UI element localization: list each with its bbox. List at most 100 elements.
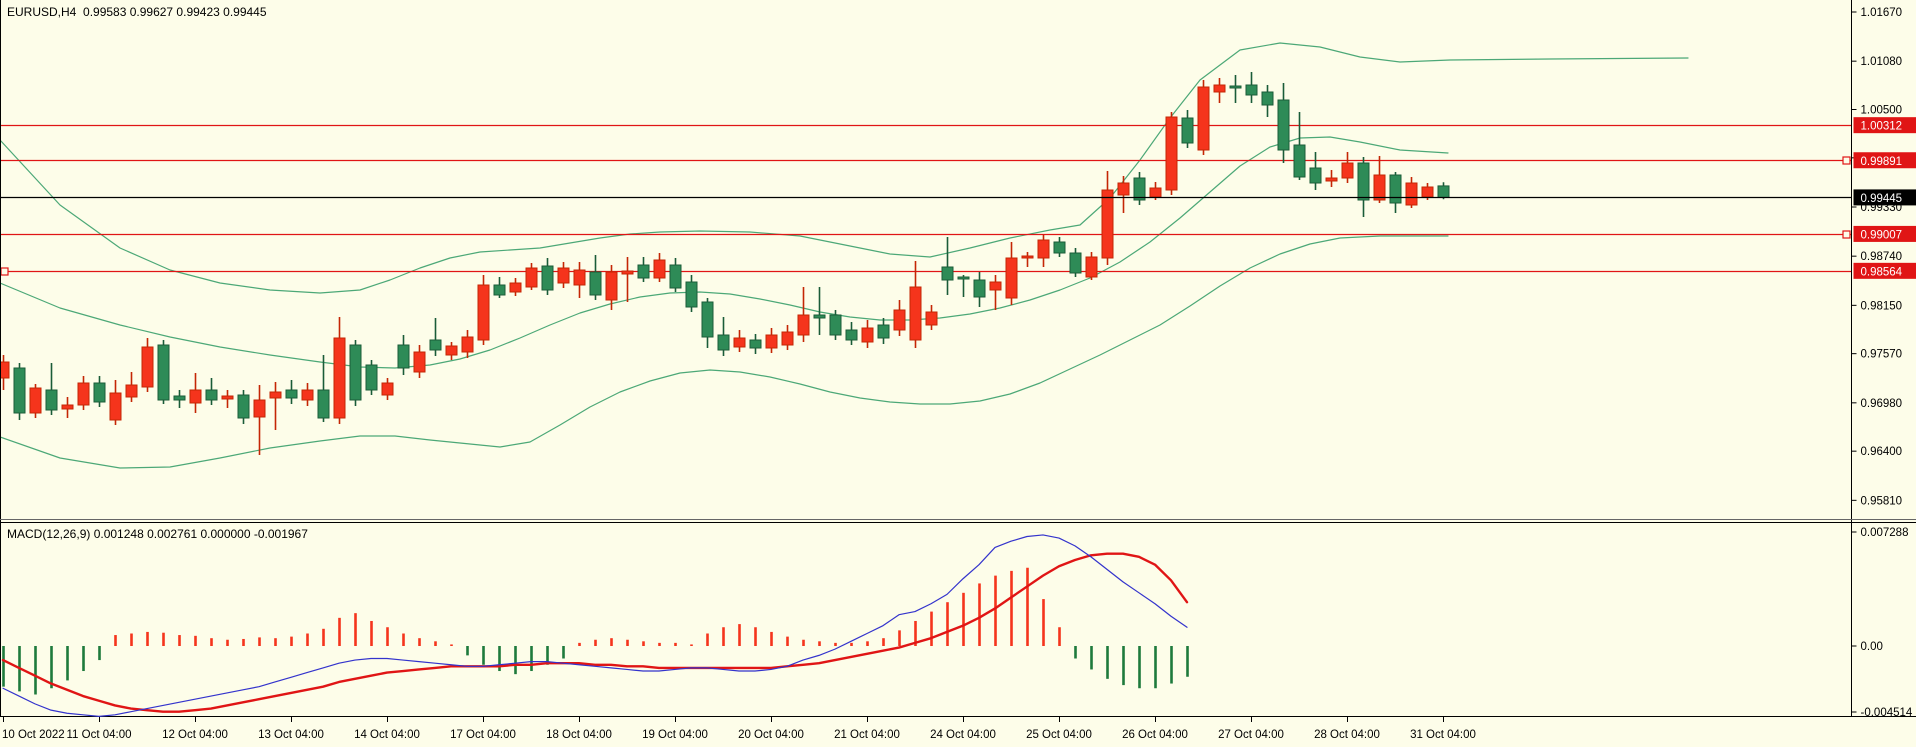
candle-body [1037, 239, 1050, 259]
candle [973, 272, 986, 307]
candle [797, 287, 810, 342]
price-badge-bg [1853, 262, 1916, 279]
candle-body [461, 336, 474, 353]
candle [1229, 75, 1242, 103]
candle [1181, 110, 1194, 148]
candle [525, 263, 538, 290]
level-line-0.99891[interactable] [0, 156, 1851, 165]
candle [605, 265, 618, 310]
candles-layer [0, 72, 1450, 455]
macd-signal-line [1, 552, 1189, 713]
price-tick-label: 1.00500 [1861, 105, 1903, 117]
candle-body [653, 259, 666, 279]
candle [909, 261, 922, 348]
candle-body [349, 344, 362, 401]
candle-body [1229, 85, 1242, 89]
candle-body [1309, 167, 1322, 184]
candle-body [1005, 257, 1018, 299]
level-line-0.99007[interactable] [0, 230, 1851, 239]
candle [1085, 252, 1098, 280]
time-tick-label: 27 Oct 04:00 [1218, 729, 1284, 741]
candle-body [1181, 117, 1194, 144]
candle-body [61, 404, 74, 410]
candle [237, 390, 250, 424]
candle [733, 330, 746, 352]
candle-body [29, 387, 42, 414]
candle [285, 380, 298, 404]
candle [653, 253, 666, 282]
candle-body [77, 382, 90, 406]
candle-body [941, 266, 954, 281]
candle-body [317, 389, 330, 419]
candle-body [605, 271, 618, 301]
candle [893, 300, 906, 336]
candle [781, 325, 794, 350]
candle [621, 257, 634, 302]
candle [173, 390, 186, 408]
candle-body [1197, 86, 1210, 151]
candle-body [973, 279, 986, 298]
candle [701, 298, 714, 348]
candle-body [253, 399, 266, 418]
time-tick-label: 21 Oct 04:00 [834, 729, 900, 741]
candle [1389, 172, 1402, 213]
candle [749, 334, 762, 354]
candle-body [93, 382, 106, 403]
candle [813, 287, 826, 335]
candle-body [365, 364, 378, 391]
candle-body [109, 392, 122, 421]
candle-body [141, 346, 154, 388]
candle-body [845, 329, 858, 341]
candle [1005, 242, 1018, 305]
candle-body [509, 282, 522, 293]
time-tick-label: 17 Oct 04:00 [450, 729, 516, 741]
price-badge-1.00312: 1.00312 [1853, 117, 1916, 134]
candle [93, 376, 106, 407]
candle [333, 317, 346, 424]
candle-body [493, 284, 506, 296]
candle [125, 372, 138, 402]
candle-body [381, 382, 394, 396]
candle-body [1245, 84, 1258, 96]
macd-pane[interactable] [1, 534, 1189, 717]
candle [1021, 252, 1034, 267]
candle-body [701, 301, 714, 338]
candle-body [237, 394, 250, 419]
candle [1405, 177, 1418, 208]
price-badge-text: 0.98564 [1861, 266, 1903, 278]
candle [221, 390, 234, 408]
candle-body [1261, 91, 1274, 106]
candle-body [1165, 116, 1178, 191]
candle [685, 275, 698, 312]
candle-body [765, 334, 778, 349]
time-tick-label: 10 Oct 2022 [2, 729, 65, 741]
candle-body [1293, 144, 1306, 178]
line-handle-square[interactable] [1842, 156, 1851, 165]
candle [1309, 152, 1322, 190]
line-handle-square[interactable] [1842, 230, 1851, 239]
candle-body [685, 281, 698, 308]
candle-body [1149, 187, 1162, 198]
candle-body [893, 309, 906, 331]
time-axis[interactable]: 10 Oct 2022 11 Oct 04:00 12 Oct 04:00 13 Oc… [2, 717, 1476, 741]
candle-body [1101, 189, 1114, 259]
macd-axis[interactable]: 0.007288 0.00 -0.004514 [1851, 527, 1913, 719]
price-pane[interactable] [0, 42, 1851, 469]
candle [109, 380, 122, 425]
candle-body [45, 389, 58, 411]
candle-body [445, 345, 458, 356]
candle-body [397, 344, 410, 369]
line-handle-square[interactable] [0, 267, 9, 276]
candle [189, 373, 202, 413]
candle [877, 318, 890, 344]
candle-body [189, 389, 202, 404]
price-badge-bg [1853, 152, 1916, 169]
price-tick-label: 0.95810 [1861, 495, 1903, 507]
candle [381, 378, 394, 400]
time-tick-label: 13 Oct 04:00 [258, 729, 324, 741]
candle-body [1053, 241, 1066, 254]
price-badge-0.99445: 0.99445 [1853, 189, 1916, 206]
candle-body [157, 344, 170, 401]
price-badge-0.99891: 0.99891 [1853, 152, 1916, 169]
